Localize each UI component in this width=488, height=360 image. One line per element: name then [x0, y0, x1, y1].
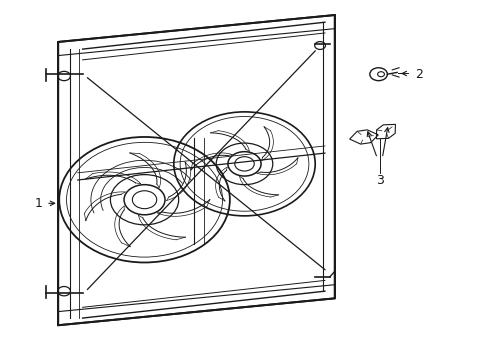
Text: 3: 3	[375, 174, 383, 187]
Text: 2: 2	[414, 68, 422, 81]
Text: 1: 1	[35, 197, 42, 210]
